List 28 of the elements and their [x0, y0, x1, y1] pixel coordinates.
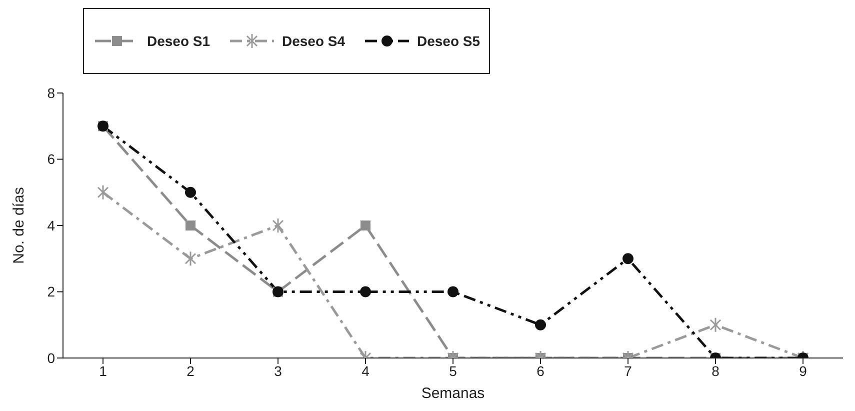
x-tick-label: 1	[99, 362, 108, 379]
y-tick-label: 4	[47, 217, 56, 234]
x-tick-label: 2	[186, 362, 195, 379]
y-tick-label: 6	[47, 151, 56, 168]
y-axis-title: No. de días	[10, 187, 28, 264]
x-tick-label: 9	[799, 362, 808, 379]
x-tick-label: 6	[536, 362, 545, 379]
x-tick-label: 3	[274, 362, 282, 379]
legend-label: Deseo S1	[146, 33, 210, 49]
x-axis-title: Semanas	[421, 385, 485, 402]
point	[186, 220, 196, 230]
point	[272, 218, 284, 234]
point	[97, 184, 109, 200]
legend-label: Deseo S5	[416, 33, 480, 49]
x-tick-label: 8	[712, 362, 720, 379]
x-tick-label: 5	[449, 362, 458, 379]
x-tick-label: 4	[362, 362, 370, 379]
y-tick-label: 2	[47, 284, 56, 300]
point	[622, 253, 634, 264]
point	[360, 286, 371, 298]
legend-label: Deseo S4	[282, 33, 346, 49]
x-tick-label: 7	[624, 362, 632, 379]
point	[360, 220, 370, 230]
point	[185, 186, 196, 198]
y-tick-label: 0	[47, 350, 56, 366]
y-tick-label: 8	[47, 84, 56, 101]
point	[184, 250, 196, 266]
point	[448, 286, 458, 298]
